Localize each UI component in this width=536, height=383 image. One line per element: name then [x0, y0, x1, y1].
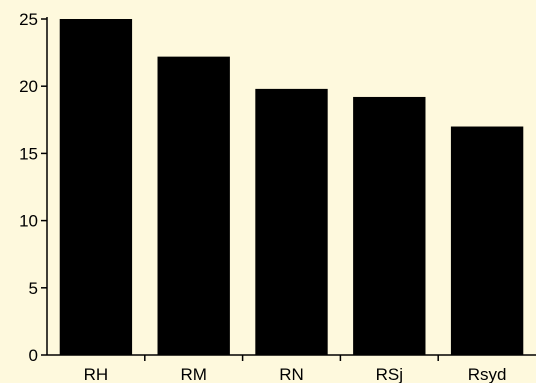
y-tick-label: 0: [29, 346, 38, 365]
axes-group: [46, 17, 536, 356]
bar-rm: [157, 56, 230, 356]
x-tick-label-rsj: RSj: [376, 365, 403, 383]
y-tick-label: 15: [19, 144, 38, 163]
x-tick-label-rn: RN: [279, 365, 304, 383]
y-tick-label: 20: [19, 77, 38, 96]
bar-rh: [59, 19, 133, 355]
bar-rsj: [353, 96, 426, 356]
y-tick-label: 10: [19, 212, 38, 231]
y-tick-label: 25: [19, 10, 38, 29]
bar-rsyd: [450, 126, 524, 356]
x-tick-label-rh: RH: [84, 365, 109, 383]
y-tick-label: 5: [29, 279, 38, 298]
bar-rn: [255, 88, 328, 355]
bars-group: [59, 19, 524, 356]
x-tick-label-rsyd: Rsyd: [468, 365, 507, 383]
x-tick-label-rm: RM: [180, 365, 206, 383]
x-ticks-group: RH RM RN RSj Rsyd: [84, 355, 507, 383]
y-ticks-group: 0 5 10 15 20 25: [19, 10, 47, 365]
